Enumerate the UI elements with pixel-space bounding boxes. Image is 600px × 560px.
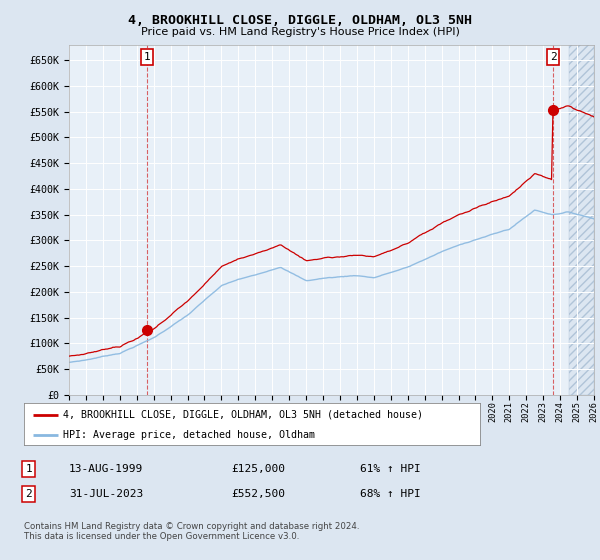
- Text: Contains HM Land Registry data © Crown copyright and database right 2024.
This d: Contains HM Land Registry data © Crown c…: [24, 522, 359, 542]
- Text: 2: 2: [25, 489, 32, 499]
- Text: 13-AUG-1999: 13-AUG-1999: [69, 464, 143, 474]
- Bar: [569, 45, 594, 395]
- Text: HPI: Average price, detached house, Oldham: HPI: Average price, detached house, Oldh…: [63, 430, 315, 440]
- Text: 4, BROOKHILL CLOSE, DIGGLE, OLDHAM, OL3 5NH: 4, BROOKHILL CLOSE, DIGGLE, OLDHAM, OL3 …: [128, 14, 472, 27]
- Text: 1: 1: [25, 464, 32, 474]
- Text: Price paid vs. HM Land Registry's House Price Index (HPI): Price paid vs. HM Land Registry's House …: [140, 27, 460, 37]
- Text: £552,500: £552,500: [231, 489, 285, 499]
- Text: 2: 2: [550, 52, 556, 62]
- Text: 1: 1: [144, 52, 151, 62]
- Text: 68% ↑ HPI: 68% ↑ HPI: [360, 489, 421, 499]
- Text: £125,000: £125,000: [231, 464, 285, 474]
- Text: 4, BROOKHILL CLOSE, DIGGLE, OLDHAM, OL3 5NH (detached house): 4, BROOKHILL CLOSE, DIGGLE, OLDHAM, OL3 …: [63, 410, 423, 420]
- Text: 31-JUL-2023: 31-JUL-2023: [69, 489, 143, 499]
- Text: 61% ↑ HPI: 61% ↑ HPI: [360, 464, 421, 474]
